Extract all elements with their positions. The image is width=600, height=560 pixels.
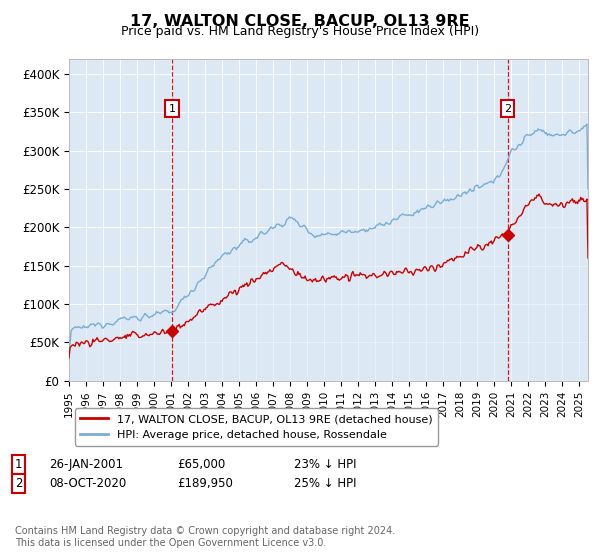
Text: £189,950: £189,950: [177, 477, 233, 490]
Text: 26-JAN-2001: 26-JAN-2001: [49, 458, 123, 470]
Text: £65,000: £65,000: [177, 458, 225, 470]
Text: 2: 2: [504, 104, 511, 114]
Text: Price paid vs. HM Land Registry's House Price Index (HPI): Price paid vs. HM Land Registry's House …: [121, 25, 479, 38]
Text: 23% ↓ HPI: 23% ↓ HPI: [294, 458, 356, 470]
Text: 1: 1: [169, 104, 176, 114]
Text: Contains HM Land Registry data © Crown copyright and database right 2024.
This d: Contains HM Land Registry data © Crown c…: [15, 526, 395, 548]
Legend: 17, WALTON CLOSE, BACUP, OL13 9RE (detached house), HPI: Average price, detached: 17, WALTON CLOSE, BACUP, OL13 9RE (detac…: [74, 408, 438, 446]
Text: 1: 1: [15, 458, 23, 470]
Text: 17, WALTON CLOSE, BACUP, OL13 9RE: 17, WALTON CLOSE, BACUP, OL13 9RE: [130, 14, 470, 29]
Text: 25% ↓ HPI: 25% ↓ HPI: [294, 477, 356, 490]
Text: 2: 2: [15, 477, 23, 490]
Text: 08-OCT-2020: 08-OCT-2020: [49, 477, 127, 490]
